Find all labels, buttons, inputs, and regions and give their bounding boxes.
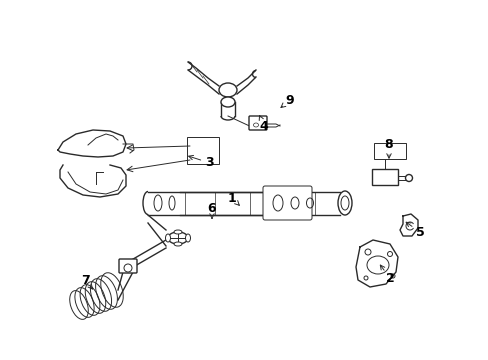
Ellipse shape — [168, 232, 187, 244]
Ellipse shape — [219, 83, 237, 97]
FancyBboxPatch shape — [248, 116, 266, 130]
Text: 1: 1 — [227, 192, 236, 204]
FancyBboxPatch shape — [373, 143, 405, 159]
Ellipse shape — [221, 97, 235, 107]
Text: 4: 4 — [259, 120, 268, 132]
Text: 6: 6 — [207, 202, 216, 215]
Text: 5: 5 — [415, 225, 424, 238]
Text: 9: 9 — [285, 94, 294, 107]
Text: 7: 7 — [81, 274, 89, 287]
Ellipse shape — [405, 175, 412, 181]
Ellipse shape — [185, 234, 190, 242]
Ellipse shape — [165, 234, 170, 242]
Text: 3: 3 — [205, 157, 214, 170]
Text: 8: 8 — [384, 139, 392, 152]
FancyBboxPatch shape — [119, 259, 137, 273]
Text: 2: 2 — [385, 271, 393, 284]
FancyBboxPatch shape — [186, 137, 219, 164]
Ellipse shape — [174, 242, 182, 246]
Ellipse shape — [169, 196, 175, 210]
Ellipse shape — [174, 230, 182, 234]
Ellipse shape — [154, 195, 162, 211]
FancyBboxPatch shape — [263, 186, 311, 220]
FancyBboxPatch shape — [371, 169, 397, 185]
Ellipse shape — [337, 191, 351, 215]
